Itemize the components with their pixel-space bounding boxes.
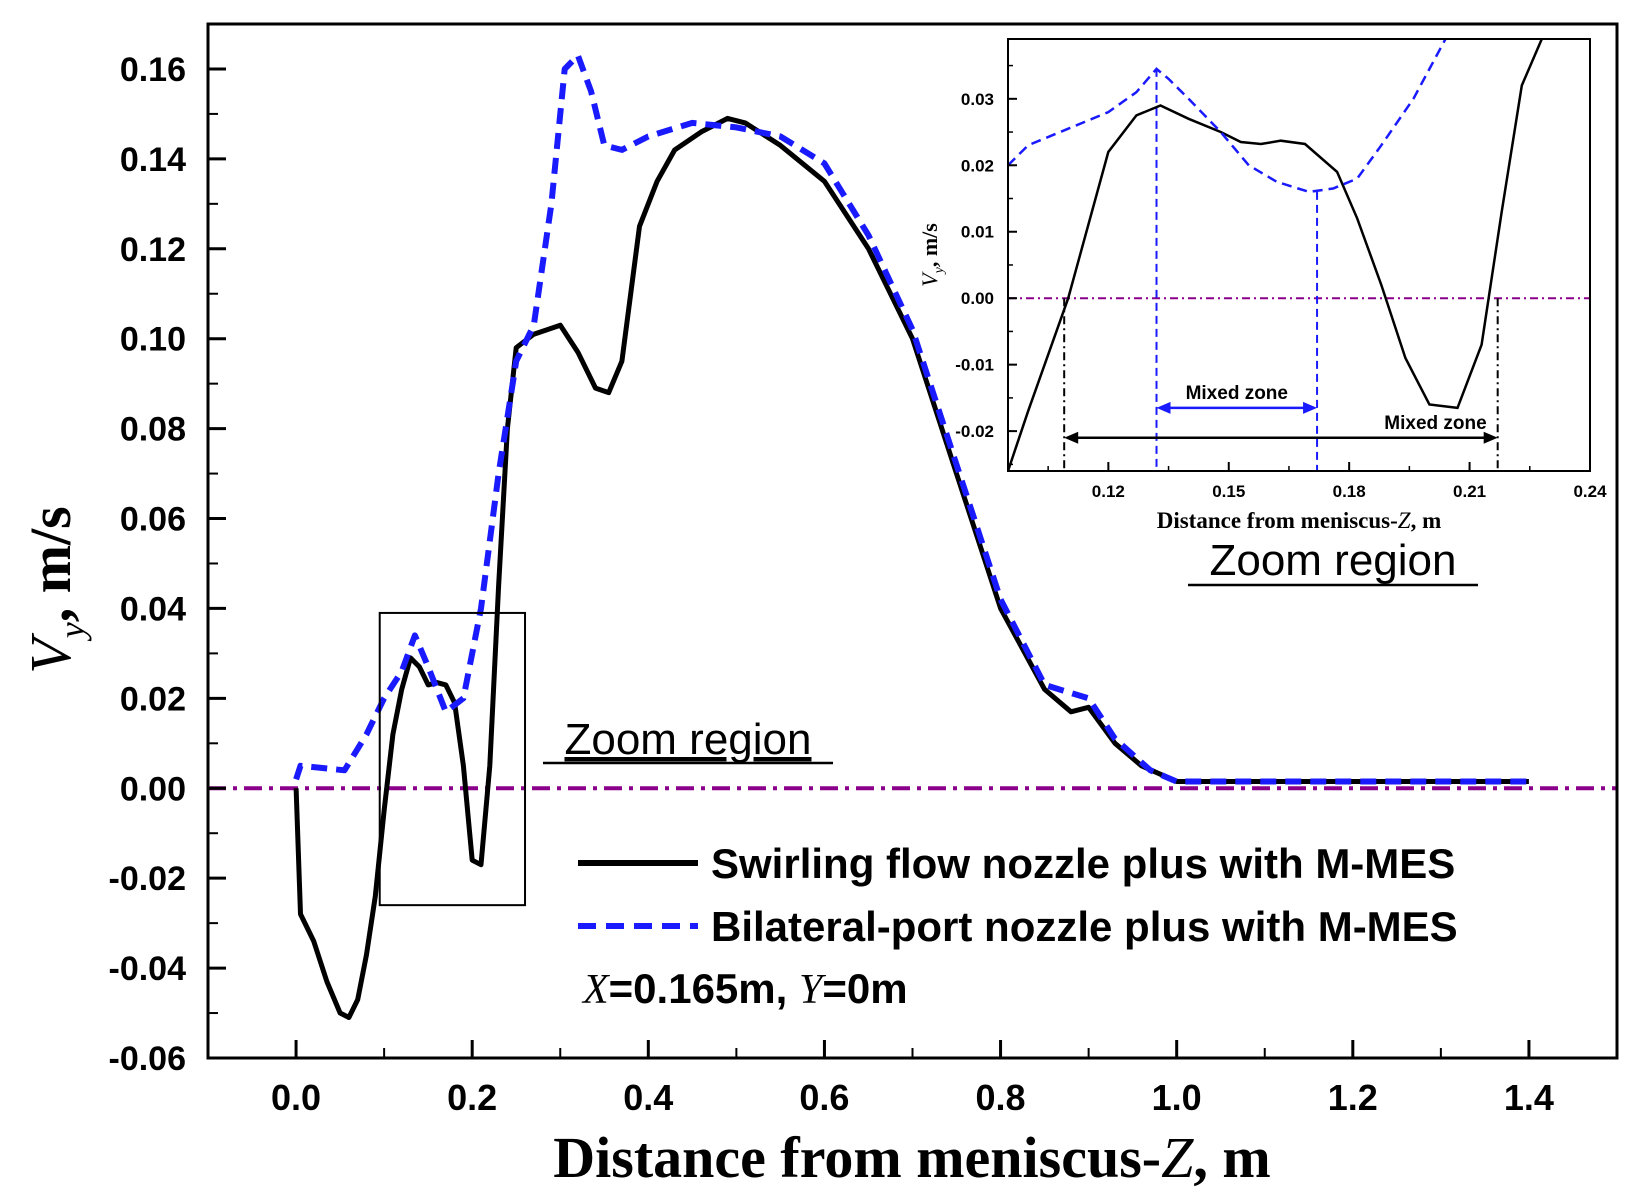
inset-y-tick-label: 0.01 [961,223,994,242]
inset-y-axis-title-suffix: , m/s [917,223,942,267]
inset-y-tick-label: 0.02 [961,156,994,175]
inset-plot: Mixed zone Mixed zone 0.12 0.15 0.18 0.21 0.2… [917,38,1607,587]
y-axis-title-suffix: , m/s [18,506,83,622]
legend-item-bilateral: Bilateral-port nozzle plus with M-MES [578,903,1458,950]
position-annotation: X=0.165m, Y=0m [581,965,908,1013]
y-axis-title-sub: y [52,622,92,641]
y-tick-label: 0.02 [120,680,186,718]
inset-x-axis-title-prefix: Distance from meniscus- [1157,508,1398,533]
inset-x-tick-label: 0.21 [1453,482,1486,501]
svg-text:Vy, m/s: Vy, m/s [917,223,947,287]
inset-y-tick-label: 0.00 [961,289,994,308]
inset-plot-frame [1007,38,1591,472]
mixed-zone-arrowhead-left [1064,431,1079,444]
inset-y-tick-label: 0.03 [961,90,994,109]
legend-item-swirling: Swirling flow nozzle plus with M-MES [578,840,1455,887]
svg-text:Vy, m/s: Vy, m/s [18,506,92,673]
mixed-zone-arrowhead-right [1303,401,1318,414]
x-axis-title-suffix: , m [1193,1125,1270,1190]
x-tick-label: 1.0 [1152,1077,1202,1118]
inset-y-axis-title-sub: y [932,266,947,275]
y-axis-title-var: V [18,632,83,674]
y-tick-label: 0.10 [120,321,186,359]
y-axis-title: Vy, m/s [18,506,92,673]
legend-label-bilateral: Bilateral-port nozzle plus with M-MES [711,903,1458,950]
inset-x-tick-label: 0.12 [1092,482,1125,501]
mixed-zone-label: Mixed zone [1186,383,1288,404]
y-tick-label: -0.02 [109,860,187,898]
annotation-var-x: X [581,967,611,1013]
x-tick-label: 0.0 [271,1077,321,1118]
inset-y-tick-label: -0.02 [955,422,994,441]
inset-x-axis-title-var: Z [1398,508,1411,533]
inset-x-tick-label: 0.24 [1573,482,1607,501]
y-tick-label: 0.16 [120,51,186,89]
annotation-value-y: =0m [822,965,907,1012]
mixed-zone-arrowhead-right [1483,431,1498,444]
mixed-zone-label: Mixed zone [1384,413,1486,434]
main-zoom-label: Zoom region [564,715,811,764]
inset-x-axis-title-suffix: , m [1411,508,1442,533]
x-axis-title-prefix: Distance from meniscus- [553,1125,1161,1190]
annotation-value-x: =0.165m, [609,965,799,1012]
x-tick-label: 1.4 [1504,1077,1554,1118]
mixed-zone-arrowhead-left [1156,401,1171,414]
y-tick-label: 0.04 [120,590,186,628]
inset-y-tick-label: -0.01 [955,356,994,375]
y-tick-label: 0.08 [120,411,186,449]
main-plot: 0.0 0.2 0.4 0.6 0.8 1.0 1.2 1.4 -0.06 -0.04 -0.02… [109,22,1619,1118]
inset-y-axis-title: Vy, m/s [917,223,947,287]
x-axis-title: Distance from meniscus-Z, m [553,1125,1270,1190]
x-tick-label: 1.2 [1328,1077,1378,1118]
inset-x-tick-label: 0.15 [1212,482,1245,501]
inset-y-axis-title-var: V [917,271,942,287]
annotation-var-y: Y [799,967,827,1013]
series-bilateral-port-line [293,52,1529,785]
series-swirling-flow-line [293,115,1529,1020]
inset-series-swirling-flow-line [1008,39,1543,471]
y-tick-label: 0.12 [120,231,186,269]
x-tick-label: 0.8 [976,1077,1026,1118]
x-axis-title-var: Z [1161,1125,1194,1190]
legend-label-swirling: Swirling flow nozzle plus with M-MES [711,840,1455,887]
inset-background [1008,39,1590,471]
x-tick-label: 0.4 [623,1077,673,1118]
y-tick-label: -0.06 [109,1040,187,1078]
y-tick-label: 0.00 [120,770,186,808]
x-tick-label: 0.2 [447,1077,497,1118]
y-tick-label: -0.04 [109,950,187,988]
inset-series-bilateral-port-line [1008,39,1447,194]
y-tick-label: 0.06 [120,501,186,539]
legend: Swirling flow nozzle plus with M-MES Bil… [578,840,1458,1013]
x-tick-label: 0.6 [799,1077,849,1118]
zoom-box [378,611,527,907]
inset-zoom-label: Zoom region [1209,536,1456,585]
y-tick-label: 0.14 [120,141,186,179]
inset-x-tick-label: 0.18 [1333,482,1366,501]
inset-x-axis-title: Distance from meniscus-Z, m [1157,508,1442,533]
